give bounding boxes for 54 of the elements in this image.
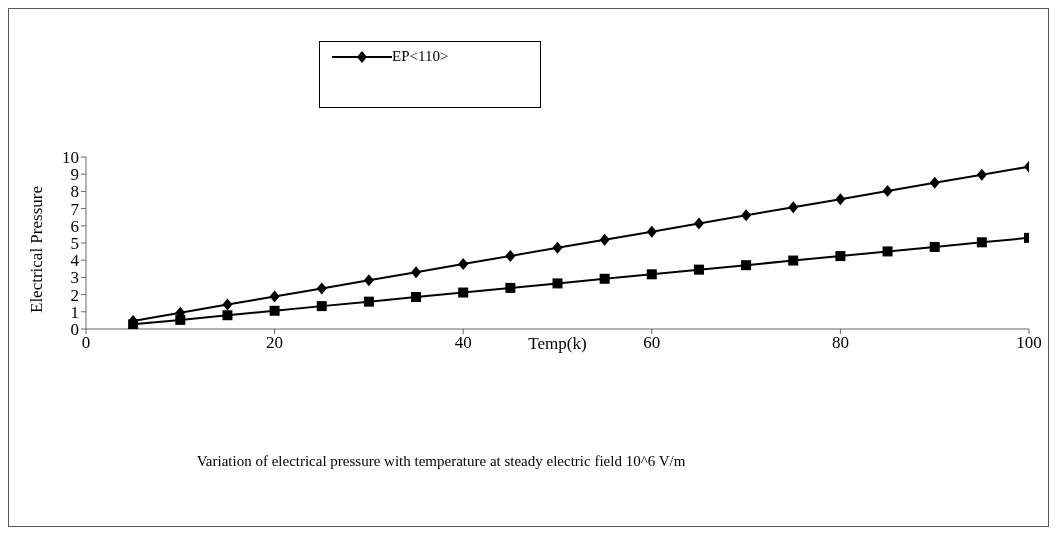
- point: [269, 290, 280, 303]
- point: [788, 201, 799, 214]
- point: [741, 260, 752, 271]
- x-tick-label: 20: [266, 333, 284, 353]
- point: [363, 296, 374, 307]
- y-tick-label: 9: [70, 165, 79, 185]
- x-tick-label: 40: [454, 333, 472, 353]
- point: [505, 249, 516, 262]
- point: [599, 273, 610, 284]
- point: [929, 176, 940, 189]
- y-tick-label: 1: [70, 302, 79, 322]
- x-axis-title: Temp(k): [528, 334, 587, 353]
- point: [835, 193, 846, 206]
- y-tick-label: 6: [70, 216, 79, 236]
- point: [552, 278, 563, 289]
- point: [835, 251, 846, 262]
- point: [882, 246, 893, 257]
- y-tick-label: 4: [70, 251, 80, 271]
- point: [505, 282, 516, 293]
- y-tick-label: 3: [70, 268, 79, 288]
- point: [741, 209, 752, 222]
- point: [316, 282, 327, 295]
- point: [222, 298, 233, 311]
- point: [599, 233, 610, 246]
- point: [976, 237, 987, 248]
- x-tick-label: 60: [643, 333, 661, 353]
- y-tick-label: 10: [62, 148, 79, 168]
- point: [552, 241, 563, 254]
- y-axis-title: Electrical Pressure: [27, 186, 47, 313]
- point: [646, 269, 657, 280]
- point: [222, 310, 233, 321]
- point: [788, 255, 799, 266]
- point: [411, 266, 422, 279]
- point: [411, 292, 422, 303]
- x-tick-label: 100: [1016, 333, 1042, 353]
- point: [693, 264, 704, 275]
- point: [693, 217, 704, 230]
- text: Variation of electrical pressure with temperature at steady electric field 10^6 V/m: [195, 453, 687, 470]
- point: [646, 225, 657, 238]
- point: [458, 287, 469, 298]
- x-tick-label: 80: [831, 333, 849, 353]
- point: [269, 305, 280, 316]
- y-tick-label: 8: [70, 182, 79, 202]
- point: [316, 301, 327, 312]
- y-tick-label: 7: [70, 199, 80, 219]
- point: [363, 274, 374, 287]
- y-tick-label: 5: [70, 234, 79, 254]
- point: [458, 257, 469, 270]
- y-tick-label: 2: [70, 285, 79, 305]
- point: [882, 185, 893, 198]
- point: [976, 168, 987, 181]
- point: [929, 241, 940, 252]
- y-tick-label: 0: [70, 320, 79, 340]
- legend-label: EP<110>: [392, 48, 449, 65]
